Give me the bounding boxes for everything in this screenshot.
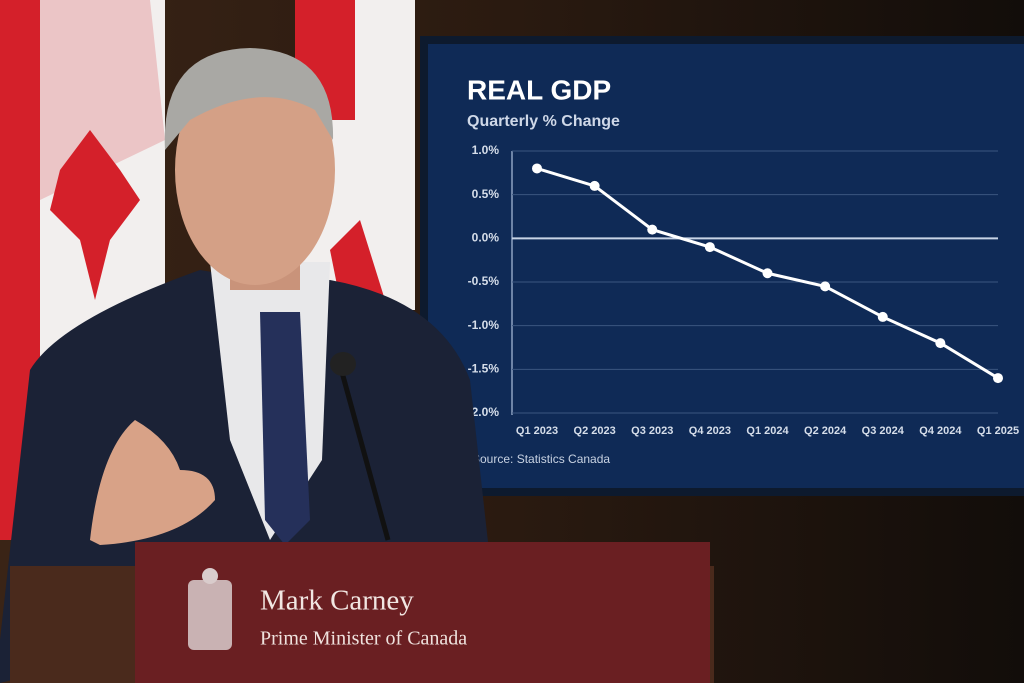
y-tick-label: 0.5% [472,187,500,201]
data-point [935,338,946,349]
coat-of-arms [188,568,232,650]
data-point [993,373,1003,384]
y-tick-label: -1.5% [468,362,500,376]
data-point [532,163,542,174]
speaker-title: Prime Minister of Canada [260,628,467,650]
data-point [647,224,658,235]
x-tick-label: Q3 2023 [631,425,673,437]
chart-subtitle: Quarterly % Change [467,113,620,130]
x-tick-label: Q1 2024 [746,425,789,437]
data-point [589,180,600,191]
x-tick-label: Q3 2024 [862,425,905,437]
x-tick-label: Q2 2023 [574,425,616,437]
y-tick-label: -1.0% [468,318,500,332]
x-tick-label: Q1 2025 [977,425,1019,437]
podium: Mark Carney Prime Minister of Canada [10,542,714,683]
chart-title: REAL GDP [467,74,611,105]
y-tick-label: 0.0% [472,231,500,245]
y-tick-label: -0.5% [468,274,500,288]
x-tick-label: Q4 2024 [919,425,962,437]
data-point [820,281,831,292]
screen [428,44,1024,488]
data-point [762,268,773,279]
x-tick-label: Q4 2023 [689,425,731,437]
y-tick-label: -2.0% [468,405,500,419]
data-point [704,242,715,253]
data-point [877,311,888,322]
y-tick-label: 1.0% [472,143,500,157]
x-tick-label: Q1 2023 [516,425,558,437]
chart-source: Source: Statistics Canada [472,452,610,466]
x-tick-label: Q2 2024 [804,425,847,437]
speaker-name: Mark Carney [260,585,414,617]
chart: REAL GDP Quarterly % Change Source: Stat… [467,74,1019,466]
